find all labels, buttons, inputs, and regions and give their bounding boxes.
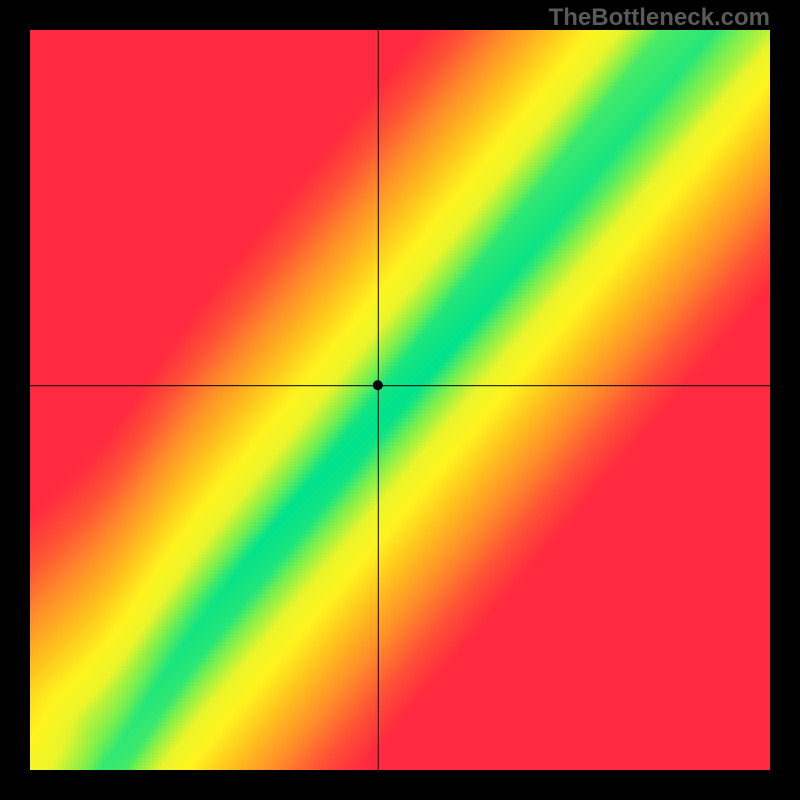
watermark-text: TheBottleneck.com xyxy=(549,4,770,32)
chart-container: TheBottleneck.com xyxy=(0,0,800,800)
heatmap-plot xyxy=(30,30,770,770)
